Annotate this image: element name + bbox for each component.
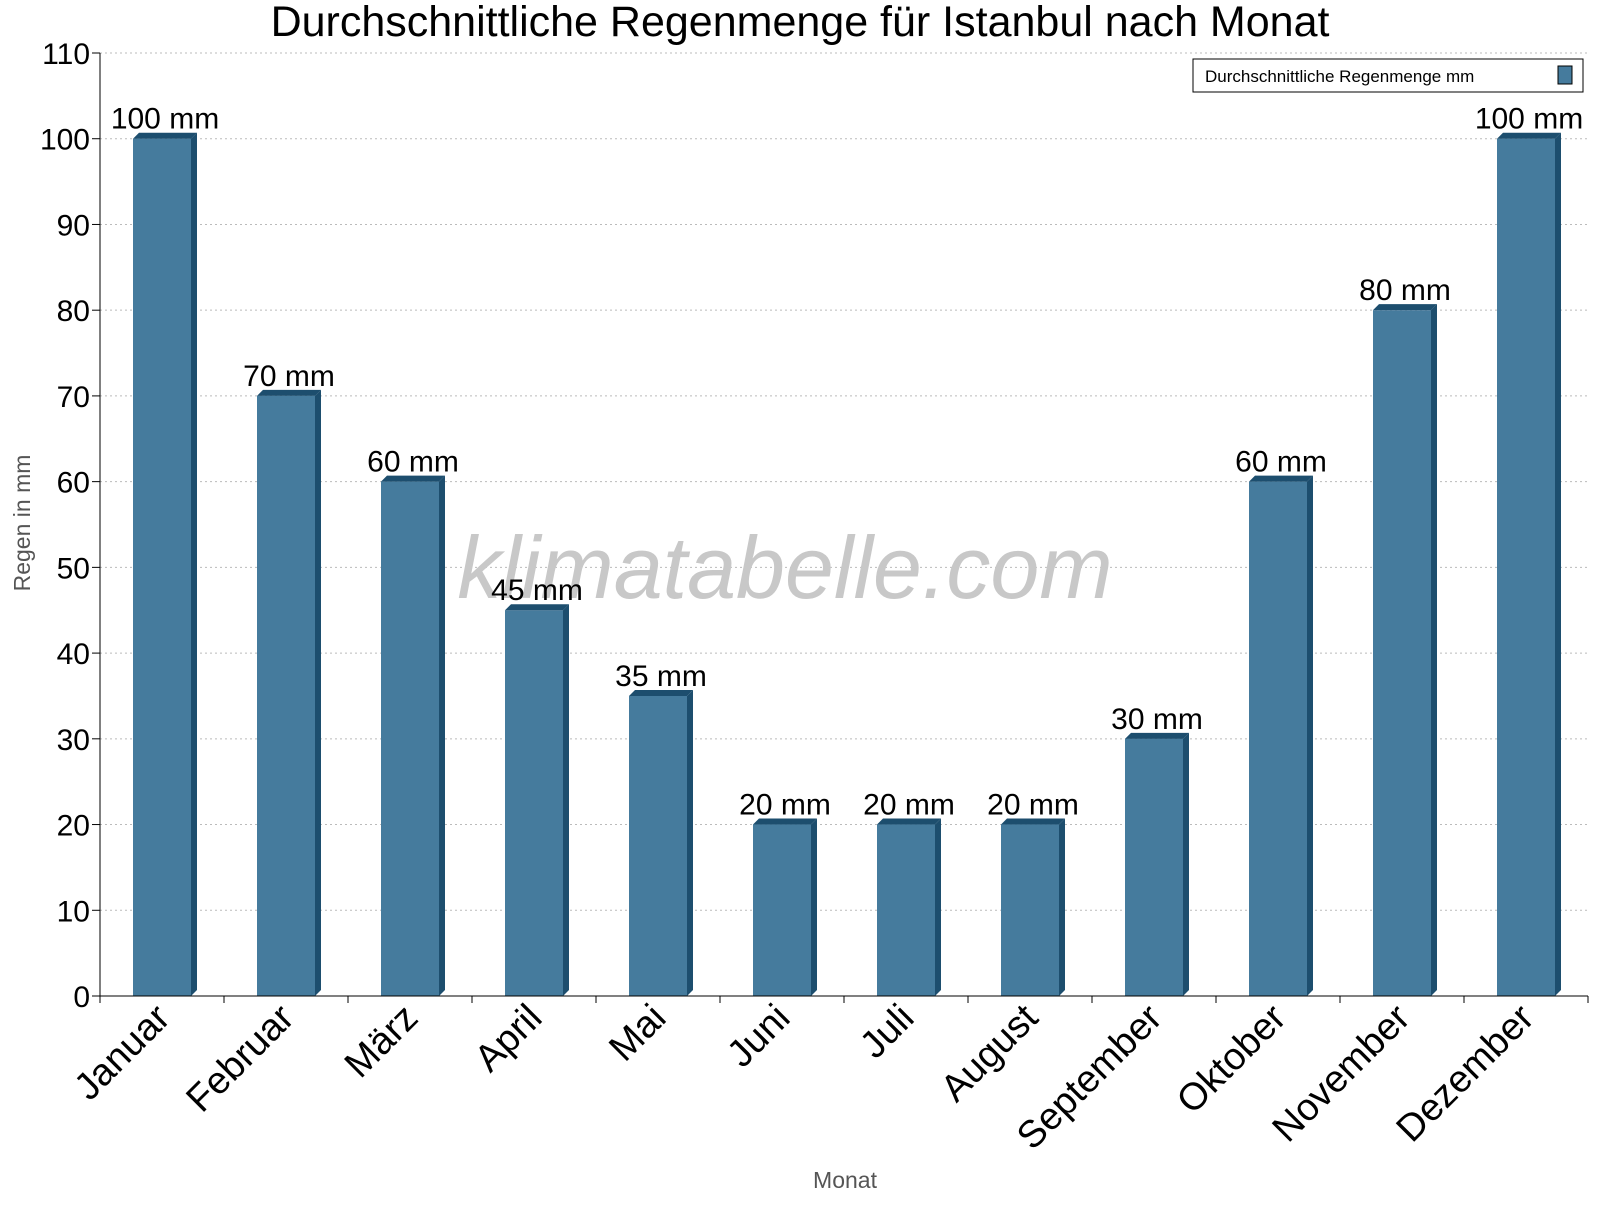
x-tick-label: Juni (719, 997, 798, 1076)
bar-top (753, 818, 817, 825)
legend: Durchschnittliche Regenmenge mm (1192, 58, 1584, 93)
x-tick-label: August (933, 996, 1047, 1110)
bar-front (1373, 310, 1431, 996)
legend-label: Durchschnittliche Regenmenge mm (1205, 67, 1474, 86)
bar (1249, 475, 1313, 996)
bar-front (1497, 138, 1555, 996)
y-tick-label: 90 (57, 209, 90, 242)
bar-front (877, 824, 935, 996)
bar-top (133, 132, 197, 139)
bar-top (1497, 132, 1561, 139)
y-axis-title: Regen in mm (9, 455, 35, 592)
y-tick-label: 100 (40, 124, 90, 157)
bar (1125, 732, 1189, 996)
bar (1001, 818, 1065, 996)
data-label: 30 mm (1111, 703, 1203, 736)
bar (1497, 132, 1561, 996)
bar-front (1001, 824, 1059, 996)
bar (133, 132, 197, 996)
legend-swatch (1557, 65, 1573, 85)
data-label: 60 mm (367, 446, 459, 479)
bar (381, 475, 445, 996)
bar-top (505, 604, 569, 611)
bar-side (563, 604, 569, 996)
bar (257, 389, 321, 997)
data-label: 20 mm (987, 789, 1079, 822)
bar-top (381, 475, 445, 482)
bar-side (1307, 475, 1313, 996)
bar-side (315, 389, 321, 997)
x-tick-label: Juli (852, 997, 922, 1067)
data-label: 70 mm (243, 360, 335, 393)
x-tick-label: April (467, 997, 550, 1080)
bars (133, 132, 1561, 997)
bar (1373, 304, 1437, 996)
x-tick-label: Dezember (1389, 996, 1543, 1150)
y-tick-label: 70 (57, 381, 90, 414)
data-label: 60 mm (1235, 446, 1327, 479)
bar-side (1183, 732, 1189, 996)
bar-side (811, 818, 817, 996)
bar-side (439, 475, 445, 996)
bar-top (1001, 818, 1065, 825)
bar-side (1059, 818, 1065, 996)
bar (753, 818, 817, 996)
data-label: 100 mm (1475, 103, 1583, 136)
y-tick-label: 30 (57, 724, 90, 757)
y-tick-label: 40 (57, 638, 90, 671)
x-tick-label: März (337, 997, 426, 1086)
bar-side (935, 818, 941, 996)
watermark: klimatabelle.com (457, 518, 1112, 617)
bar-front (1249, 481, 1307, 996)
y-tick-label: 50 (57, 552, 90, 585)
bar-front (257, 395, 315, 997)
data-label: 35 mm (615, 660, 707, 693)
data-label: 45 mm (491, 574, 583, 607)
bar-side (687, 689, 693, 996)
y-tick-label: 110 (42, 38, 90, 71)
chart-title: Durchschnittliche Regenmenge für Istanbu… (271, 0, 1330, 46)
bar (629, 689, 693, 996)
y-tick-label: 80 (57, 295, 90, 328)
data-label: 20 mm (739, 789, 831, 822)
data-label: 20 mm (863, 789, 955, 822)
data-label: 100 mm (111, 103, 219, 136)
bar-front (505, 610, 563, 996)
bar-side (1555, 132, 1561, 996)
data-label: 80 mm (1359, 274, 1451, 307)
bar-front (381, 481, 439, 996)
x-axis-title: Monat (813, 1167, 878, 1193)
y-tick-label: 20 (57, 810, 90, 843)
bar-front (629, 695, 687, 996)
bar-side (1431, 304, 1437, 996)
bar-side (191, 132, 197, 996)
bar-front (1125, 738, 1183, 996)
bar-front (133, 138, 191, 996)
x-tick-label: Februar (179, 996, 303, 1120)
data-labels: 100 mm 70 mm 60 mm 45 mm 35 mm 20 mm 20 mm 20 m… (111, 103, 1583, 822)
bar-top (1125, 732, 1189, 739)
y-tick-label: 60 (57, 467, 90, 500)
bar-front (753, 824, 811, 996)
y-tick-label: 0 (73, 981, 90, 1014)
bar (877, 818, 941, 996)
bar-top (257, 389, 321, 396)
y-tick-label: 10 (57, 895, 90, 928)
grid-lines (100, 52, 1588, 911)
bar-top (1249, 475, 1313, 482)
bar-top (1373, 304, 1437, 311)
x-tick-label: Oktober (1169, 996, 1295, 1122)
bar (505, 604, 569, 996)
bar-top (629, 689, 693, 696)
x-tick-label: Mai (601, 997, 674, 1070)
bar-top (877, 818, 941, 825)
legend-box (1192, 58, 1584, 93)
